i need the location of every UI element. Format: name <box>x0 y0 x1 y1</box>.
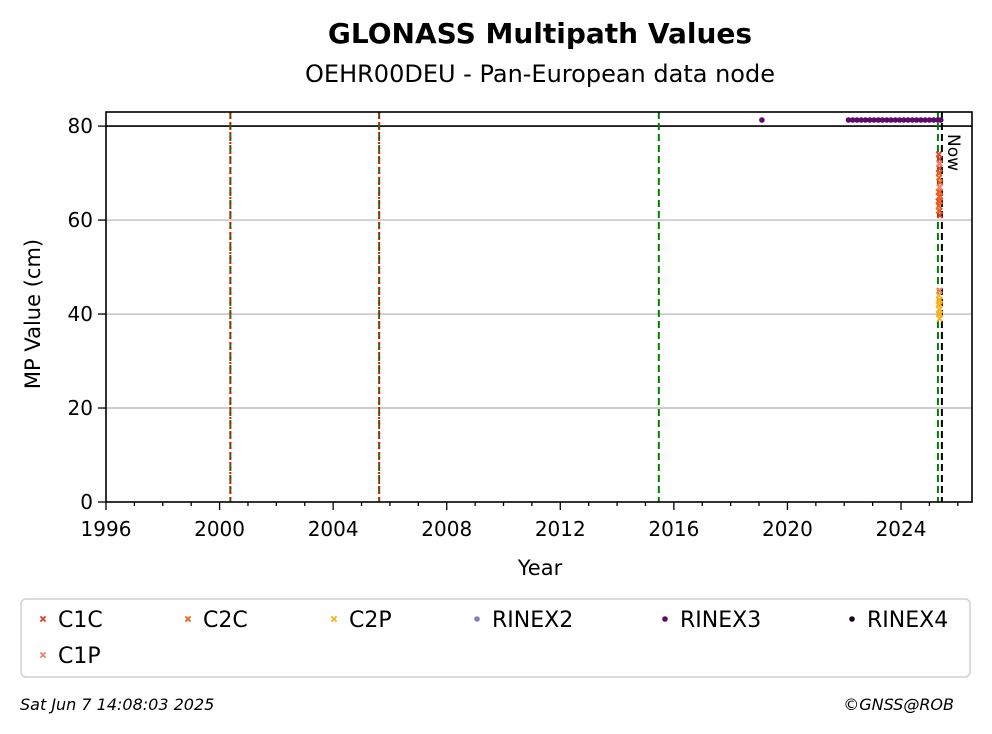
legend-label-c1c: C1C <box>58 608 103 633</box>
data-point-c2p <box>936 306 943 313</box>
x-tick-label: 2008 <box>421 517 472 541</box>
legend: C1C C2C C2P RINEX2 RINEX3 RINEX4 C1P <box>20 598 971 678</box>
footer-timestamp: Sat Jun 7 14:08:03 2025 <box>20 695 214 714</box>
legend-marker-c1c <box>39 615 47 623</box>
data-point-rinex3 <box>862 117 869 123</box>
x-tick-label: 2024 <box>876 517 927 541</box>
data-point-c1p <box>936 183 943 191</box>
y-tick-label: 80 <box>68 114 93 138</box>
data-point-c2p <box>935 310 943 318</box>
x-tick-label: 2000 <box>194 517 245 541</box>
data-point-rinex3 <box>888 117 894 123</box>
data-point-c2c <box>936 188 944 196</box>
data-point-rinex3 <box>854 117 860 123</box>
x-axis-label: Year <box>517 556 563 580</box>
data-point-rinex3 <box>905 117 911 123</box>
legend-marker-rinex3 <box>662 616 668 622</box>
y-axis-label: MP Value (cm) <box>21 239 45 389</box>
legend-label-c2c: C2C <box>203 608 248 633</box>
data-point-rinex3 <box>892 117 899 123</box>
data-point-rinex3 <box>926 117 933 123</box>
data-point-c2c <box>935 207 943 214</box>
legend-marker-c1p <box>39 651 47 659</box>
data-point-c2c <box>935 188 942 196</box>
data-point-c1p <box>935 160 943 167</box>
data-point-rinex3 <box>858 117 865 123</box>
data-point-c2c <box>936 169 943 177</box>
data-point-c2p <box>936 315 943 322</box>
data-point-rinex3 <box>884 117 890 123</box>
data-point-rinex3 <box>849 117 856 123</box>
y-tick-label: 0 <box>80 490 93 514</box>
data-point-rinex3 <box>901 117 907 123</box>
data-point-rinex3 <box>930 117 937 123</box>
data-point-rinex3 <box>909 117 916 123</box>
x-tick-label: 2020 <box>762 517 813 541</box>
data-point-c2p <box>936 310 944 318</box>
data-point-c2p <box>936 296 944 304</box>
now-label: Now <box>943 134 963 171</box>
legend-marker-rinex2 <box>474 616 480 622</box>
data-point-c1p <box>936 287 943 294</box>
x-tick-label: 1996 <box>81 517 132 541</box>
plot-frame <box>105 111 973 503</box>
data-point-c2c <box>936 198 944 205</box>
data-point-rinex3 <box>866 117 873 123</box>
chart-subtitle: OEHR00DEU - Pan-European data node <box>305 60 775 88</box>
chart-title: GLONASS Multipath Values <box>328 17 752 50</box>
legend-box <box>20 598 971 678</box>
legend-label-rinex2: RINEX2 <box>492 608 573 633</box>
y-tick-label: 40 <box>68 302 93 326</box>
data-point-rinex3 <box>896 117 903 123</box>
data-point-rinex3 <box>845 117 852 123</box>
legend-label-rinex4: RINEX4 <box>867 608 948 633</box>
footer-copyright: ©GNSS@ROB <box>843 695 954 714</box>
data-point-rinex3 <box>759 117 765 123</box>
data-point-c2c <box>936 193 943 200</box>
data-point-rinex3 <box>913 117 920 123</box>
data-point-c1c <box>936 212 944 219</box>
x-tick-label: 2004 <box>308 517 359 541</box>
data-point-rinex3 <box>875 117 882 123</box>
data-point-rinex3 <box>871 117 877 123</box>
data-point-c2c <box>936 179 944 186</box>
data-point-c1c <box>935 151 943 158</box>
data-point-rinex3 <box>879 117 886 123</box>
legend-marker-c2p <box>330 615 338 623</box>
y-tick-label: 20 <box>68 396 93 420</box>
legend-marker-c2c <box>184 615 192 623</box>
data-point-rinex3 <box>937 117 944 123</box>
data-point-rinex3 <box>922 117 928 123</box>
legend-label-c1p: C1P <box>58 644 101 669</box>
legend-label-c2p: C2P <box>349 608 392 633</box>
legend-marker-rinex4 <box>849 616 855 622</box>
data-point-rinex3 <box>918 117 924 123</box>
legend-label-rinex3: RINEX3 <box>680 608 761 633</box>
y-tick-label: 60 <box>68 208 93 232</box>
x-tick-label: 2012 <box>535 517 586 541</box>
data-point-c2p <box>935 301 942 308</box>
plot-area: Now 1996 2000 2004 2008 2012 2016 2020 2024 0 20 40… <box>68 111 973 541</box>
x-tick-label: 2016 <box>648 517 699 541</box>
